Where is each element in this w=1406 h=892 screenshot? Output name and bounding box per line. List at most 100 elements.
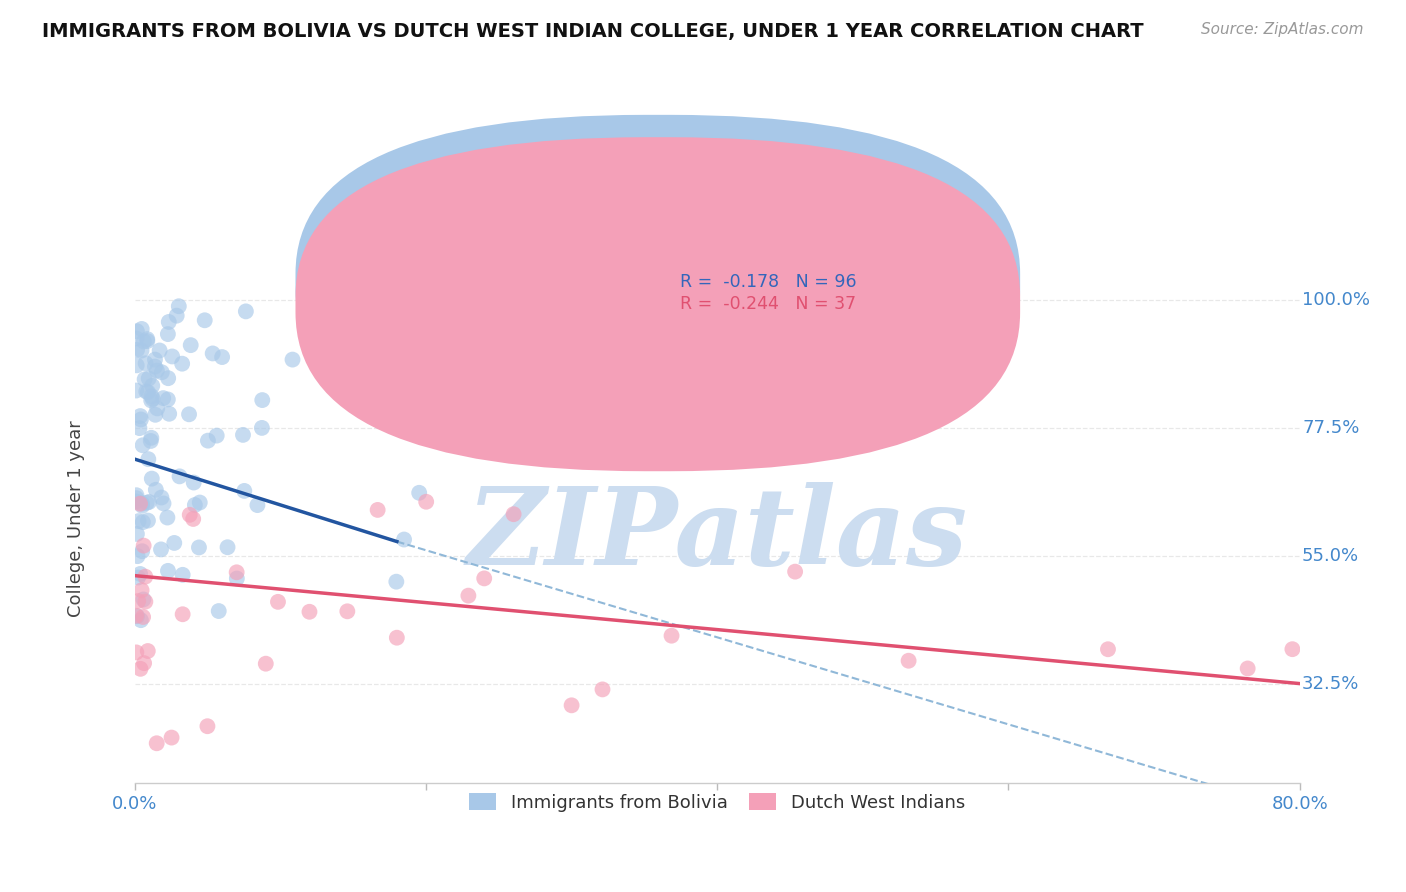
Point (415, 494, 437, 508)
Point (134, 372, 156, 386)
Text: ZIPatlas: ZIPatlas (467, 482, 967, 588)
Point (129, 566, 152, 581)
Point (152, 391, 174, 405)
Point (127, 570, 149, 584)
Point (177, 407, 200, 421)
Point (145, 736, 167, 750)
Point (167, 299, 190, 313)
Point (139, 434, 162, 448)
Point (897, 654, 920, 668)
Point (146, 401, 169, 416)
Text: Source: ZipAtlas.com: Source: ZipAtlas.com (1201, 22, 1364, 37)
Point (131, 499, 153, 513)
Point (225, 572, 247, 586)
Point (197, 719, 219, 733)
Point (183, 475, 205, 490)
Point (129, 497, 152, 511)
Point (385, 574, 408, 589)
FancyBboxPatch shape (295, 115, 1021, 449)
Point (160, 350, 183, 364)
Point (132, 592, 155, 607)
FancyBboxPatch shape (630, 259, 891, 313)
Point (592, 682, 614, 697)
Point (141, 393, 163, 408)
Point (146, 363, 169, 377)
Point (125, 343, 148, 357)
Point (181, 512, 204, 526)
Point (132, 515, 155, 529)
Point (184, 498, 207, 512)
Point (156, 564, 179, 578)
Point (132, 656, 155, 670)
Point (208, 604, 231, 618)
Point (125, 331, 148, 345)
Text: 55.0%: 55.0% (1302, 547, 1360, 565)
Point (188, 495, 211, 509)
Point (149, 343, 172, 358)
Point (785, 565, 807, 579)
Point (128, 421, 150, 435)
Point (125, 359, 148, 373)
Point (127, 514, 149, 528)
Point (166, 309, 188, 323)
Point (143, 352, 166, 367)
Point (172, 567, 194, 582)
Point (145, 483, 167, 497)
Point (125, 527, 148, 541)
Point (143, 359, 166, 374)
Point (135, 384, 157, 399)
Text: 77.5%: 77.5% (1302, 419, 1360, 437)
Point (385, 631, 408, 645)
Point (136, 644, 159, 658)
Point (136, 514, 159, 528)
Point (336, 604, 359, 618)
Point (252, 393, 274, 408)
Point (254, 657, 277, 671)
Point (150, 491, 173, 505)
Point (136, 332, 159, 346)
Text: R =  -0.244   N = 37: R = -0.244 N = 37 (681, 295, 856, 313)
Point (172, 607, 194, 622)
Point (125, 488, 148, 502)
Point (138, 495, 160, 509)
Point (211, 350, 233, 364)
Point (141, 389, 163, 403)
Point (367, 503, 389, 517)
Point (157, 407, 180, 421)
Point (141, 431, 163, 445)
Point (127, 594, 149, 608)
Point (134, 595, 156, 609)
Point (142, 392, 165, 406)
Point (172, 357, 194, 371)
Point (194, 313, 217, 327)
Point (1281, 642, 1303, 657)
Point (217, 541, 239, 555)
Point (152, 496, 174, 510)
Point (201, 346, 224, 360)
Text: College, Under 1 year: College, Under 1 year (67, 420, 86, 617)
Point (141, 472, 163, 486)
Point (156, 392, 179, 407)
Point (125, 491, 148, 505)
Point (132, 334, 155, 349)
Point (125, 645, 148, 659)
Point (125, 608, 148, 623)
Point (135, 496, 157, 510)
Text: IMMIGRANTS FROM BOLIVIA VS DUTCH WEST INDIAN COLLEGE, UNDER 1 YEAR CORRELATION C: IMMIGRANTS FROM BOLIVIA VS DUTCH WEST IN… (42, 22, 1144, 41)
Point (125, 494, 148, 508)
Point (129, 409, 152, 423)
Point (246, 498, 269, 512)
Legend: Immigrants from Bolivia, Dutch West Indians: Immigrants from Bolivia, Dutch West Indi… (463, 786, 973, 819)
Point (197, 434, 219, 448)
Point (561, 698, 583, 713)
Point (472, 571, 495, 585)
Point (423, 406, 446, 420)
Point (136, 452, 159, 467)
Point (661, 629, 683, 643)
Point (125, 384, 148, 398)
Point (131, 438, 153, 452)
Point (131, 322, 153, 336)
Point (235, 304, 257, 318)
Point (150, 365, 173, 379)
Point (392, 533, 415, 547)
